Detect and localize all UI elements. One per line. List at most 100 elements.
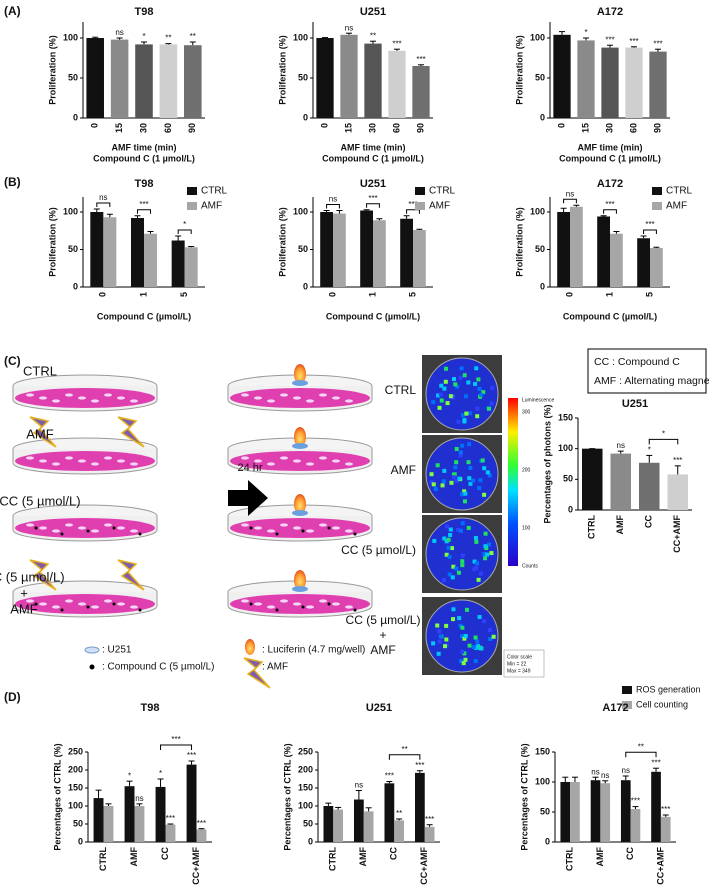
image-label: + <box>379 628 386 642</box>
bar <box>600 783 611 842</box>
signal-spot <box>480 458 485 463</box>
signal-spot <box>462 636 467 641</box>
signal-spot <box>483 531 488 536</box>
significance-label: ns <box>99 193 107 202</box>
cell-icon <box>280 523 288 527</box>
y-tick-label: 0 <box>545 836 550 846</box>
legend-label: : Compound C (5 µmol/L) <box>102 662 214 673</box>
cell-icon <box>130 399 138 403</box>
cell-icon <box>65 523 73 527</box>
cell-icon <box>319 393 327 397</box>
bar <box>124 786 135 842</box>
x-tick-label: CC+AMF <box>191 846 201 884</box>
bar <box>637 238 650 287</box>
signal-spot <box>472 567 477 572</box>
significance-label: *** <box>166 814 175 823</box>
signal-spot <box>448 527 453 532</box>
bar <box>630 809 641 842</box>
compound-icon <box>60 532 64 536</box>
significance-label: *** <box>605 35 614 44</box>
significance-label: ns <box>115 28 123 37</box>
bracket <box>643 229 657 234</box>
signal-spot <box>455 527 460 532</box>
x-axis-label: Compound C (µmol/L) <box>563 311 657 321</box>
bar <box>86 38 104 118</box>
significance-label: *** <box>368 194 377 203</box>
y-tick-label: 200 <box>68 764 83 774</box>
signal-spot <box>456 419 461 424</box>
cell-icon <box>254 526 262 530</box>
legend-label: : U251 <box>102 645 132 656</box>
cell-icon <box>117 459 125 463</box>
significance-label: ** <box>165 34 171 43</box>
signal-spot <box>462 489 467 494</box>
image-label: CC (5 µmol/L) <box>341 543 416 557</box>
signal-spot <box>453 465 458 470</box>
x-axis-label: AMF time (min) <box>112 142 177 152</box>
bar <box>186 764 197 842</box>
y-tick-label: 100 <box>530 32 545 42</box>
significance-label: ns <box>329 195 337 204</box>
cell-icon <box>254 396 262 400</box>
cell-icon <box>345 605 353 609</box>
signal-spot <box>479 392 484 397</box>
signal-spot <box>487 473 492 478</box>
x-tick-label: AMF <box>358 847 368 867</box>
signal-spot <box>429 472 434 477</box>
signal-spot <box>483 544 488 549</box>
signal-spot <box>442 644 447 649</box>
x-tick-label: 30 <box>138 123 148 133</box>
signal-spot <box>450 617 455 622</box>
significance-label: *** <box>408 200 417 209</box>
signal-spot <box>459 634 464 639</box>
time-label: 24 hr <box>237 462 262 474</box>
bar <box>650 248 663 287</box>
cell-icon <box>104 456 112 460</box>
cell-icon <box>78 602 86 606</box>
significance-label: ns <box>345 23 353 32</box>
colorbar-tick-label: 200 <box>522 467 531 473</box>
luciferin-icon <box>294 570 306 590</box>
signal-spot <box>441 479 446 484</box>
signal-spot <box>451 564 456 569</box>
legend-swatch <box>622 686 632 694</box>
significance-label: *** <box>171 735 180 744</box>
y-tick-label: 150 <box>558 412 573 422</box>
x-tick-label: AMF <box>615 515 625 535</box>
legend-label: : AMF <box>262 662 288 673</box>
bar <box>340 34 358 118</box>
signal-spot <box>482 619 487 624</box>
bracket <box>603 209 617 214</box>
cell-icon <box>65 456 73 460</box>
significance-label: *** <box>187 751 196 760</box>
x-tick-label: CTRL <box>565 847 575 871</box>
signal-spot <box>433 487 438 492</box>
signal-spot <box>437 405 442 410</box>
cell-icon <box>91 462 99 466</box>
signal-spot <box>458 375 463 380</box>
compound-icon <box>353 608 357 612</box>
bracket <box>326 204 340 209</box>
compound-icon <box>275 532 279 536</box>
image-label: CTRL <box>385 383 417 397</box>
signal-spot <box>481 390 486 395</box>
cell-icon <box>26 523 34 527</box>
y-tick-label: 100 <box>558 443 573 453</box>
bar <box>196 829 207 842</box>
bar <box>155 786 166 842</box>
compound-icon <box>353 532 357 536</box>
signal-spot <box>459 659 464 664</box>
significance-label: *** <box>416 55 425 64</box>
signal-spot <box>475 414 480 419</box>
signal-spot <box>457 616 462 621</box>
significance-label: ns <box>566 189 574 198</box>
x-tick-label: 30 <box>367 123 377 133</box>
bar <box>130 218 144 287</box>
cell-icon <box>84 646 100 654</box>
chart-title: A172 <box>597 178 623 190</box>
compound-icon <box>275 608 279 612</box>
signal-spot <box>460 443 465 448</box>
condition-label: CC (5 µmol/L) <box>0 569 65 584</box>
luciferin-icon <box>245 639 255 655</box>
bar <box>333 809 344 842</box>
